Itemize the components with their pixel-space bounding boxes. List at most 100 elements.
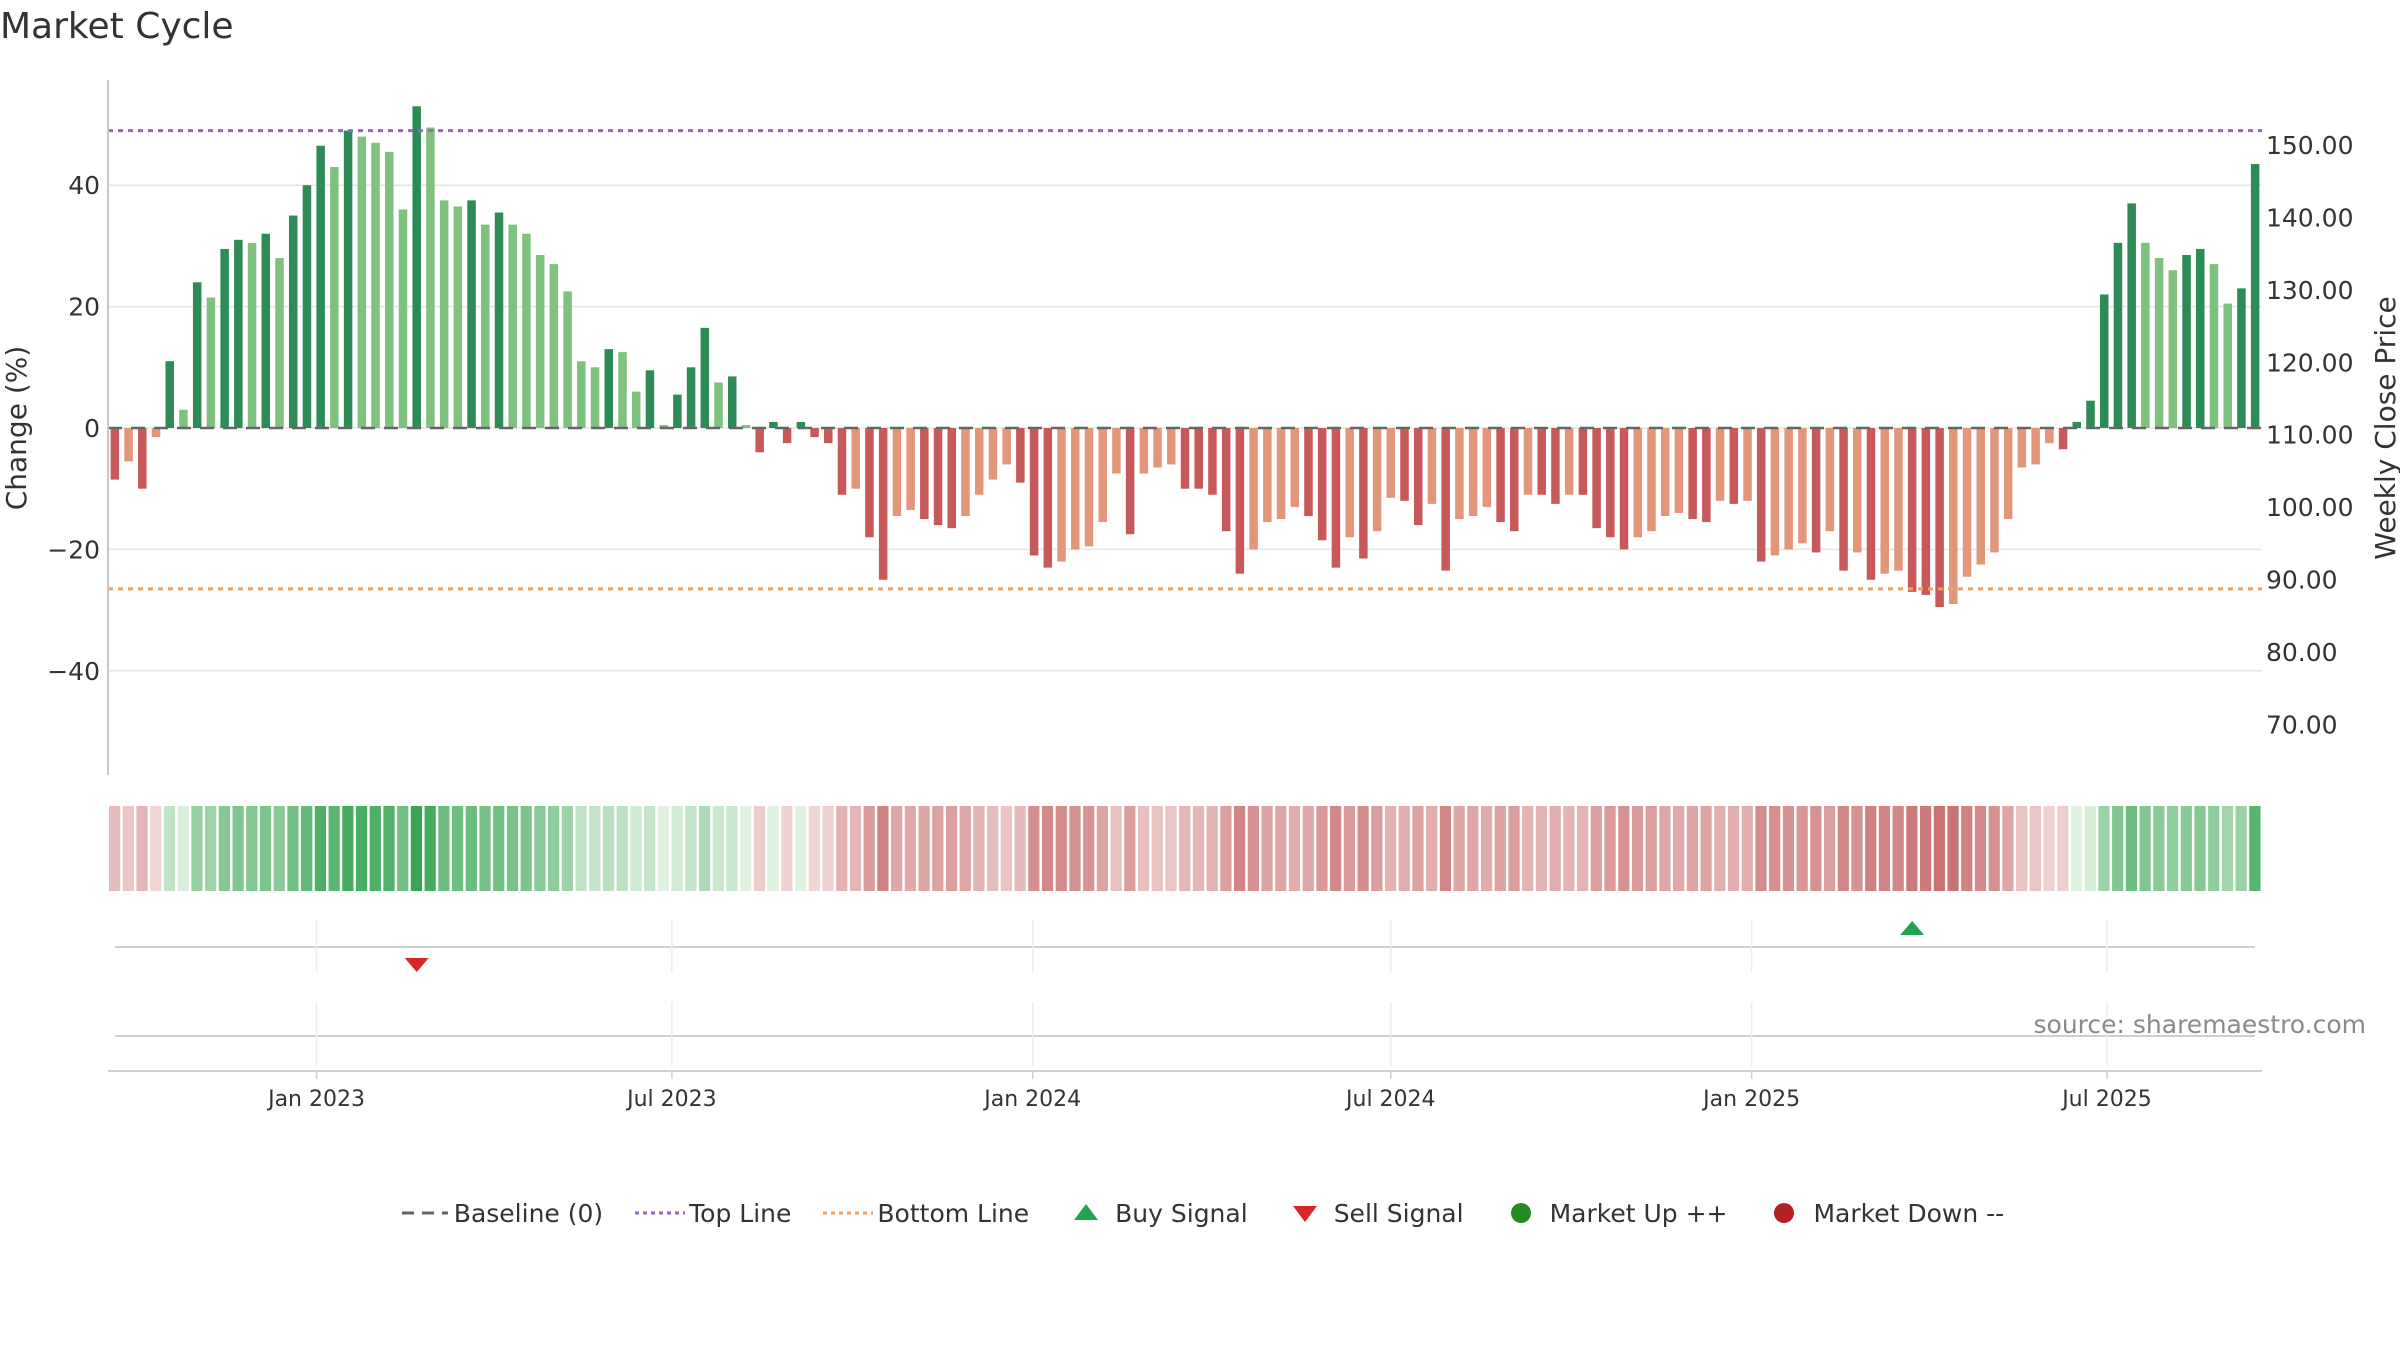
y2-axis-label: Weekly Close Price	[2369, 296, 2400, 559]
heat-cell	[1810, 806, 1822, 891]
change-bar	[234, 239, 243, 428]
change-bar	[933, 428, 943, 526]
heat-cell	[383, 806, 395, 891]
change-bar	[769, 421, 778, 428]
change-bar	[1592, 428, 1601, 529]
change-bar	[837, 428, 847, 495]
legend-market-up-label: Market Up ++	[1549, 1198, 1728, 1228]
change-bar	[1180, 428, 1190, 489]
heat-cell	[548, 806, 560, 891]
change-bar	[2154, 258, 2164, 428]
heat-cell	[438, 806, 450, 891]
heat-cell	[410, 806, 423, 891]
change-bar	[2086, 400, 2095, 428]
change-bar	[1482, 428, 1492, 507]
heat-cell	[2208, 806, 2220, 891]
change-bar	[1839, 428, 1848, 571]
change-bar	[1743, 428, 1752, 501]
change-bar	[2099, 294, 2109, 428]
change-bar	[1647, 428, 1656, 532]
heat-cell	[1302, 806, 1314, 891]
heat-cell	[1028, 806, 1040, 891]
change-bar	[1921, 428, 1931, 595]
change-bar	[2058, 428, 2068, 450]
y2-tick-label: 70.00	[2266, 710, 2338, 739]
heat-cell	[465, 806, 477, 891]
heat-cell	[1577, 806, 1589, 891]
heat-cell	[987, 806, 999, 891]
heat-cell	[904, 806, 916, 891]
change-bar	[1770, 428, 1780, 556]
change-bar	[2223, 303, 2232, 428]
change-bar	[535, 255, 545, 428]
y-axis-label: Change (%)	[0, 346, 33, 511]
change-bar	[2003, 428, 2013, 520]
heat-cell	[863, 806, 875, 891]
legend-bottom-line: Bottom Line	[819, 1198, 1029, 1228]
change-bar	[1784, 428, 1793, 550]
heat-cell	[1206, 806, 1218, 891]
change-bar	[700, 327, 710, 428]
heat-cell	[1590, 806, 1602, 891]
heat-cell	[918, 806, 930, 891]
heat-cell	[2084, 806, 2096, 891]
heat-cell	[2235, 806, 2247, 891]
change-bar	[1139, 428, 1149, 474]
heat-cell	[2016, 806, 2028, 891]
heat-cell	[945, 806, 958, 891]
change-bar	[2250, 163, 2260, 428]
heat-cell	[698, 806, 711, 891]
heat-cell	[671, 806, 683, 891]
heat-cell	[1179, 806, 1191, 891]
y2-tick-label: 90.00	[2266, 566, 2338, 595]
heat-cell	[1618, 806, 1630, 891]
change-bar	[1372, 428, 1382, 532]
change-bar	[179, 409, 188, 428]
change-bar	[1400, 428, 1409, 501]
change-bar	[1441, 428, 1450, 571]
y2-tick-label: 110.00	[2266, 421, 2353, 450]
heat-cell	[1412, 806, 1424, 891]
heat-cell	[355, 806, 368, 891]
change-bar	[810, 428, 819, 438]
source-note: source: sharemaestro.com	[2033, 1010, 2367, 1039]
heat-cell	[726, 806, 738, 891]
change-bar	[1070, 428, 1080, 550]
heat-cell	[589, 806, 601, 891]
change-bar	[1057, 428, 1066, 562]
legend-baseline-label: Baseline (0)	[453, 1198, 604, 1228]
change-bar	[1125, 428, 1135, 535]
change-bar	[1249, 428, 1258, 550]
heat-cell	[1988, 806, 2000, 891]
heat-cell	[520, 806, 532, 891]
heat-cell	[2166, 806, 2179, 891]
heat-cell	[1261, 806, 1273, 891]
heat-cell	[479, 806, 491, 891]
heat-cell	[877, 806, 889, 891]
change-bar	[1564, 428, 1574, 495]
heat-cell	[1439, 806, 1452, 891]
change-bar	[1043, 428, 1053, 568]
y-tick-label: −40	[47, 657, 100, 686]
change-bar	[1688, 428, 1697, 520]
heat-cell	[1782, 806, 1795, 891]
change-bar	[604, 349, 614, 428]
heat-cell	[1480, 806, 1493, 891]
heat-cell	[1755, 806, 1767, 891]
heat-cell	[1769, 806, 1781, 891]
y2-tick-label: 100.00	[2266, 493, 2353, 522]
change-bar	[563, 291, 572, 428]
y2-tick-label: 120.00	[2266, 348, 2353, 377]
change-bar	[467, 200, 476, 428]
heat-cell	[506, 806, 519, 891]
change-bar	[2196, 248, 2205, 428]
change-bar	[906, 428, 915, 510]
heat-cell	[1549, 806, 1561, 891]
change-bar	[796, 421, 806, 428]
heat-cell	[1083, 806, 1095, 891]
change-bar	[343, 130, 353, 428]
change-bar	[1084, 428, 1094, 547]
change-bar	[1756, 428, 1766, 562]
x-tick-label: Jul 2024	[1344, 1087, 1436, 1112]
change-bar	[631, 391, 641, 428]
